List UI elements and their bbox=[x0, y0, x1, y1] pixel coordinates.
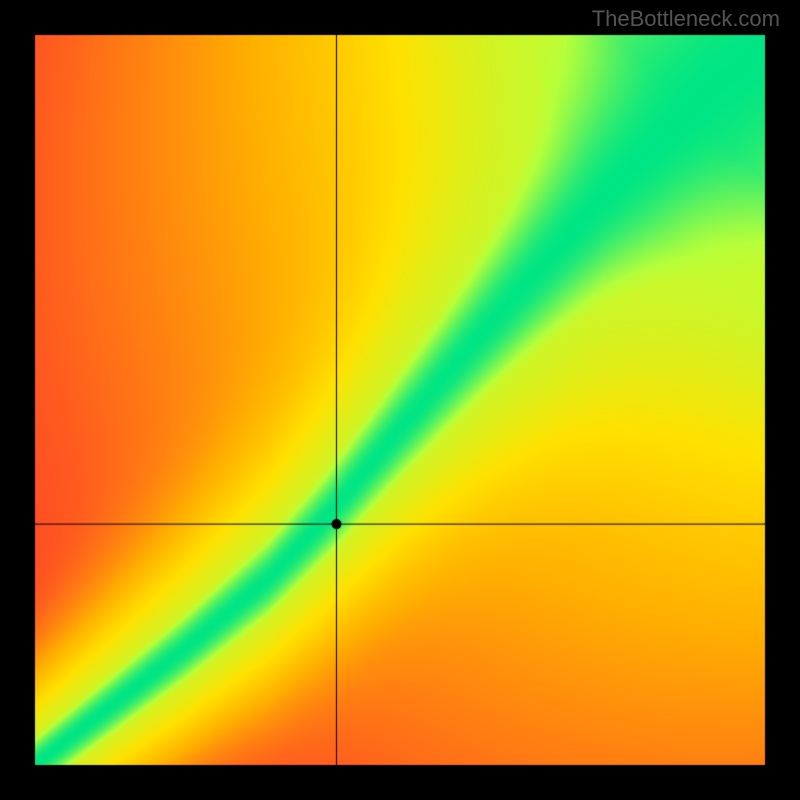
bottleneck-heatmap bbox=[0, 0, 800, 800]
watermark-text: TheBottleneck.com bbox=[592, 6, 780, 32]
